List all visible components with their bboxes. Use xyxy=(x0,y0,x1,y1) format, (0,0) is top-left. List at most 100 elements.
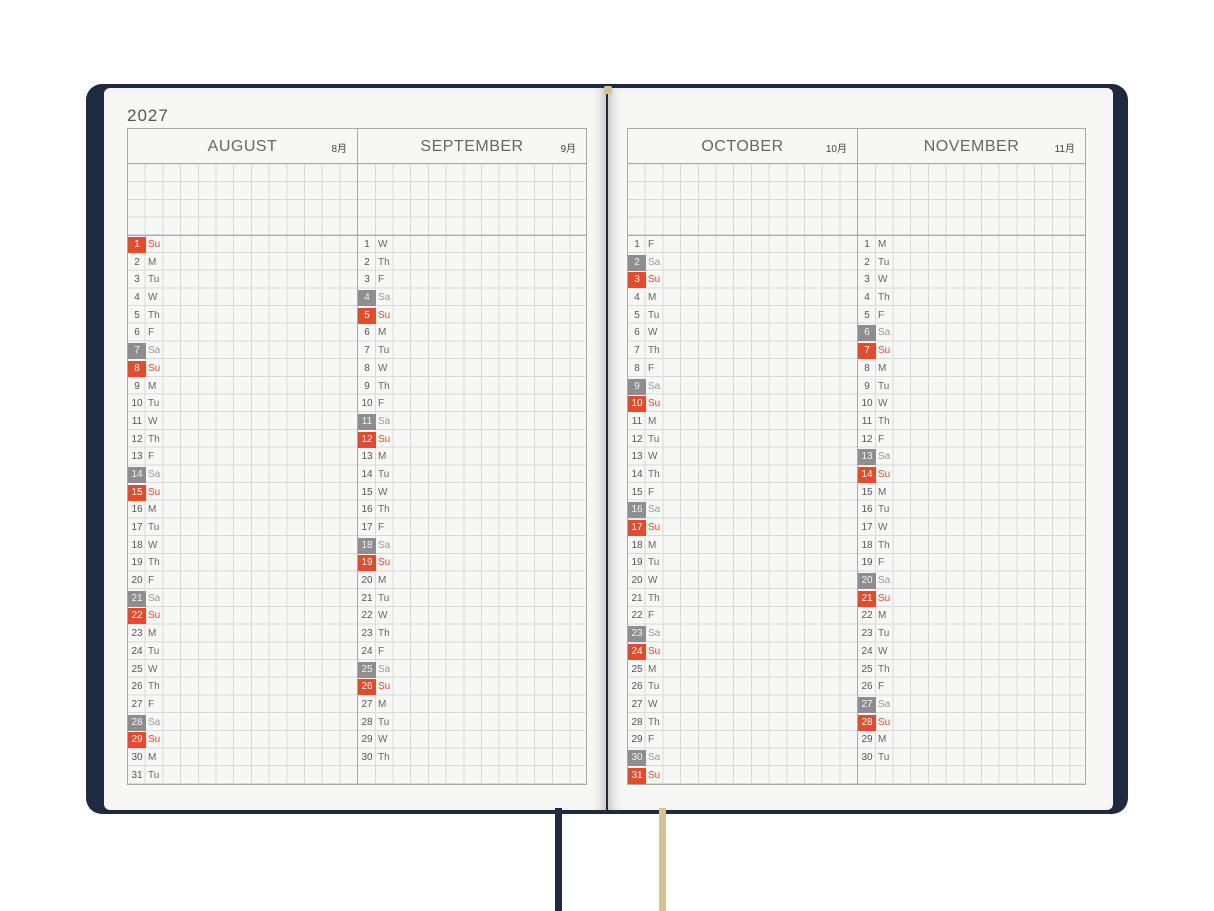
spine-bookmark-top xyxy=(604,86,612,94)
day-weekday: Su xyxy=(148,362,161,374)
day-row: 11 Sa xyxy=(358,413,586,431)
day-number: 5 xyxy=(358,307,376,324)
day-number: 31 xyxy=(628,767,646,784)
day-number: 28 xyxy=(858,714,876,731)
day-weekday: W xyxy=(648,698,658,710)
day-weekday: Tu xyxy=(378,345,390,357)
day-weekday: F xyxy=(378,398,385,410)
day-number: 25 xyxy=(861,663,873,675)
day-number: 22 xyxy=(861,610,873,622)
day-row: 30 Th xyxy=(358,749,586,767)
day-number: 27 xyxy=(361,698,373,710)
month-header: SEPTEMBER 9月 xyxy=(358,129,586,164)
day-weekday: Th xyxy=(378,628,390,640)
day-number: 4 xyxy=(358,290,376,307)
day-weekday: Sa xyxy=(878,575,891,587)
day-weekday: W xyxy=(648,451,658,463)
day-row: 3 Su xyxy=(628,271,857,289)
day-row: 29 F xyxy=(628,731,857,749)
day-row: 26 Su xyxy=(358,678,586,696)
day-row: 24 Su xyxy=(628,643,857,661)
day-row: 25 W xyxy=(128,661,357,679)
day-weekday: M xyxy=(378,451,387,463)
day-weekday: Sa xyxy=(648,504,661,516)
day-weekday: Tu xyxy=(648,681,660,693)
day-number: 13 xyxy=(361,451,373,463)
day-weekday: Su xyxy=(648,274,661,286)
day-row: 20 W xyxy=(628,572,857,590)
day-number: 21 xyxy=(631,592,643,604)
day-row: 19 Th xyxy=(128,554,357,572)
day-number: 3 xyxy=(864,274,870,286)
day-number: 21 xyxy=(361,592,373,604)
day-number: 5 xyxy=(134,309,140,321)
day-weekday: Su xyxy=(148,734,161,746)
day-number: 1 xyxy=(364,239,370,250)
day-weekday: Th xyxy=(878,663,890,675)
day-weekday: Su xyxy=(878,592,891,604)
day-row: 25 Th xyxy=(858,661,1085,679)
ribbon-bookmark-gold[interactable] xyxy=(659,808,666,911)
day-row: 29 Su xyxy=(128,731,357,749)
day-weekday: F xyxy=(378,274,385,286)
day-number: 25 xyxy=(631,663,643,675)
day-weekday: W xyxy=(378,239,388,250)
day-number: 24 xyxy=(361,645,373,657)
day-weekday: M xyxy=(878,734,887,746)
day-number: 12 xyxy=(631,433,643,445)
day-number: 8 xyxy=(128,360,146,377)
month-header: OCTOBER 10月 xyxy=(628,129,857,164)
day-row: 13 F xyxy=(128,448,357,466)
day-weekday: W xyxy=(878,522,888,533)
day-weekday: Su xyxy=(878,468,891,480)
day-weekday: M xyxy=(378,575,387,587)
day-row: 24 Tu xyxy=(128,643,357,661)
day-number: 17 xyxy=(628,520,646,536)
day-number: 16 xyxy=(861,504,873,516)
day-number: 7 xyxy=(858,343,876,360)
ribbon-bookmark-navy[interactable] xyxy=(555,808,562,911)
day-row: 21 Su xyxy=(858,590,1085,608)
day-list: 1 W 2 Th 3 F 4 Sa 5 Su 6 M 7 Tu 8 W 9 Th 10 F 11 Sa 12 Su 13 M 14 T… xyxy=(358,236,586,767)
day-number: 11 xyxy=(631,415,643,427)
day-number: 14 xyxy=(361,468,373,480)
day-row: 9 Th xyxy=(358,378,586,396)
day-number: 10 xyxy=(628,396,646,413)
day-number: 2 xyxy=(364,256,370,268)
day-weekday: Tu xyxy=(648,309,660,321)
day-weekday: M xyxy=(648,292,657,304)
right-spread-grid: OCTOBER 10月 1 F 2 Sa 3 Su 4 M 5 Tu 6 W 7 Th 8 F 9 Sa 10 Su 1… xyxy=(627,128,1086,785)
day-row: 2 Sa xyxy=(628,254,857,272)
day-number: 23 xyxy=(861,628,873,640)
day-weekday: F xyxy=(878,681,885,693)
day-number: 26 xyxy=(631,681,643,693)
day-weekday: M xyxy=(378,327,387,339)
day-weekday: F xyxy=(148,575,155,587)
day-weekday: Su xyxy=(648,398,661,410)
day-row: 22 M xyxy=(858,607,1085,625)
day-row: 12 F xyxy=(858,431,1085,449)
day-weekday: Su xyxy=(148,239,161,250)
day-number: 29 xyxy=(128,732,146,749)
day-row: 16 Sa xyxy=(628,501,857,519)
day-number: 3 xyxy=(628,272,646,289)
day-row: 23 Th xyxy=(358,625,586,643)
day-row: 26 Tu xyxy=(628,678,857,696)
day-row: 28 Su xyxy=(858,714,1085,732)
day-weekday: Tu xyxy=(878,504,890,516)
day-weekday: Th xyxy=(378,380,390,392)
day-weekday: M xyxy=(148,380,157,392)
day-weekday: Tu xyxy=(878,380,890,392)
day-weekday: Su xyxy=(648,522,661,533)
day-weekday: Sa xyxy=(648,751,661,763)
day-weekday: Th xyxy=(378,256,390,268)
day-row: 4 Sa xyxy=(358,289,586,307)
day-number: 19 xyxy=(631,557,643,569)
day-weekday: Sa xyxy=(378,415,391,427)
